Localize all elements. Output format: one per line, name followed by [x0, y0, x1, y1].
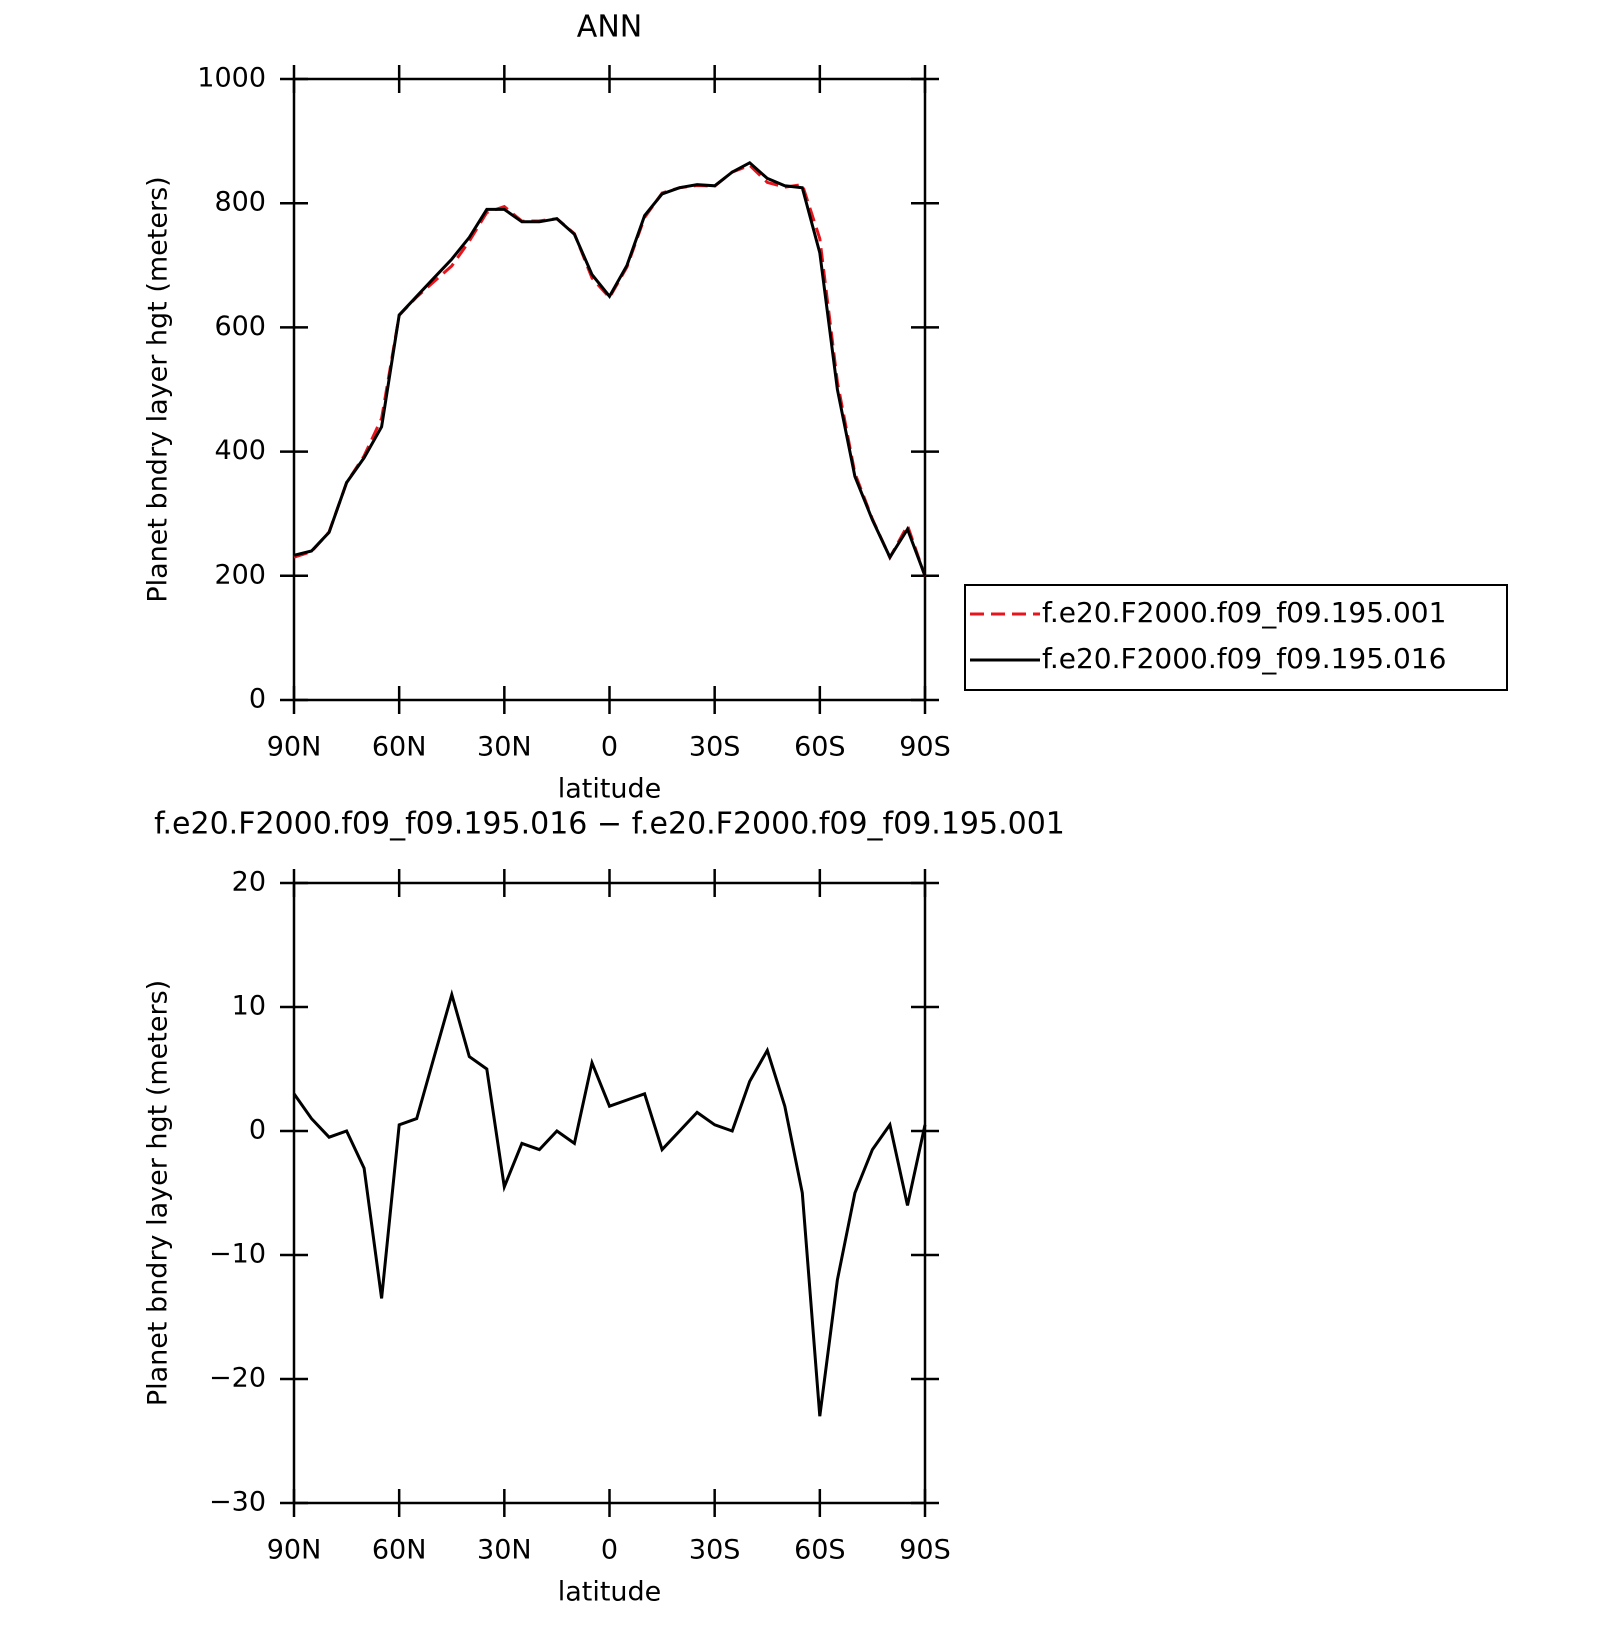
y-tick-label: −30 [209, 1487, 266, 1518]
y-tick-label: 600 [214, 311, 266, 342]
x-tick-label: 90S [899, 732, 951, 763]
plot-frame [292, 77, 927, 702]
x-tick-label: 60N [372, 732, 427, 763]
y-tick-label: −10 [209, 1239, 266, 1270]
x-tick-label: 90N [267, 732, 322, 763]
x-tick-label: 60S [794, 732, 846, 763]
x-tick-label: 90N [267, 1535, 322, 1566]
x-tick-label: 0 [601, 1535, 618, 1566]
legend-label: f.e20.F2000.f09_f09.195.001 [1042, 596, 1446, 629]
x-tick-label: 30S [689, 732, 741, 763]
data-line [292, 989, 927, 1417]
y-tick-label: 10 [232, 991, 266, 1022]
x-tick-label: 60N [372, 1535, 427, 1566]
y-axis-label: Planet bndry layer hgt (meters) [143, 176, 174, 602]
chart-title: f.e20.F2000.f09_f09.195.016 − f.e20.F200… [154, 807, 1065, 842]
y-tick-label: 0 [249, 684, 266, 715]
data-line [293, 163, 927, 577]
y-tick-label: 0 [249, 1115, 266, 1146]
x-axis-label: latitude [558, 774, 662, 805]
x-tick-label: 30S [689, 1535, 741, 1566]
x-tick-label: 0 [601, 732, 618, 763]
y-axis-label: Planet bndry layer hgt (meters) [143, 980, 174, 1406]
y-tick-label: 400 [214, 435, 266, 466]
legend: f.e20.F2000.f09_f09.195.001 f.e20.F2000.f… [964, 584, 1508, 691]
y-tick-label: 200 [214, 559, 266, 590]
y-tick-label: −20 [209, 1363, 266, 1394]
plot-frame [292, 881, 927, 1505]
y-tick-label: 1000 [197, 63, 266, 94]
x-tick-label: 60S [794, 1535, 846, 1566]
data-line [293, 160, 927, 577]
chart-title: ANN [577, 10, 642, 45]
y-tick-label: 800 [214, 187, 266, 218]
y-tick-label: 20 [232, 867, 266, 898]
x-tick-label: 30N [477, 1535, 532, 1566]
legend-box [964, 584, 1508, 691]
x-tick-label: 30N [477, 732, 532, 763]
x-tick-label: 90S [899, 1535, 951, 1566]
x-axis-label: latitude [558, 1577, 662, 1608]
legend-label: f.e20.F2000.f09_f09.195.016 [1042, 642, 1446, 675]
